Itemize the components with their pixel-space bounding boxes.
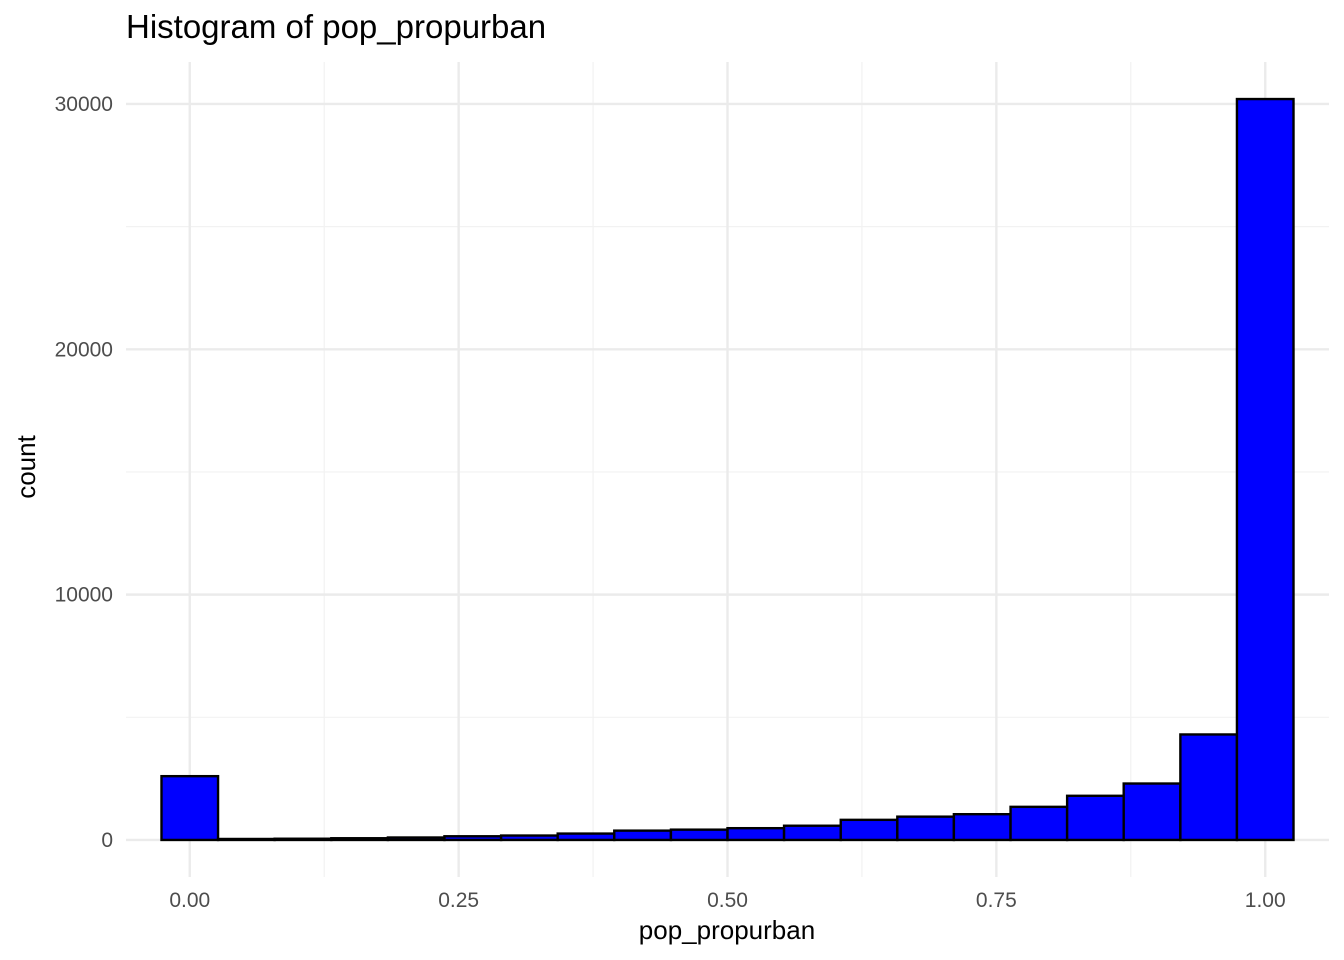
bars-layer — [160, 97, 1295, 842]
x-tick-label: 0.75 — [976, 889, 1017, 912]
histogram-bar-4 — [330, 837, 390, 842]
histogram-bar-11 — [726, 826, 786, 842]
histogram-bar-1 — [160, 774, 220, 842]
x-tick-label: 0.25 — [438, 889, 479, 912]
histogram-bar-8 — [556, 832, 616, 842]
y-axis-title: count — [11, 434, 41, 498]
histogram-bar-10 — [669, 828, 729, 842]
histogram-bar-7 — [499, 834, 559, 842]
histogram-bar-16 — [1009, 805, 1069, 842]
histogram-bar-12 — [782, 824, 842, 842]
histogram-bar-13 — [839, 818, 899, 842]
histogram-bar-15 — [952, 812, 1012, 842]
histogram-bar-14 — [896, 815, 956, 842]
histogram-bar-17 — [1065, 794, 1125, 842]
y-axis-ticks: 0 10000 20000 30000 — [55, 93, 113, 852]
x-axis-ticks: 0.00 0.25 0.50 0.75 1.00 — [169, 889, 1285, 912]
x-axis-title: pop_propurban — [639, 915, 815, 945]
grid-layer — [126, 62, 1329, 877]
y-tick-label: 0 — [101, 829, 113, 852]
x-tick-label: 1.00 — [1245, 889, 1286, 912]
y-tick-label: 20000 — [55, 338, 113, 361]
histogram-bar-6 — [443, 835, 503, 842]
histogram-bar-9 — [613, 829, 673, 842]
y-tick-label: 10000 — [55, 584, 113, 607]
histogram-bar-2 — [216, 837, 276, 842]
histogram-bar-19 — [1179, 733, 1239, 842]
histogram-bar-20 — [1235, 97, 1295, 842]
y-tick-label: 30000 — [55, 93, 113, 116]
histogram-bar-18 — [1122, 782, 1182, 842]
x-tick-label: 0.00 — [169, 889, 210, 912]
chart-title: Histogram of pop_propurban — [126, 8, 546, 45]
x-tick-label: 0.50 — [707, 889, 748, 912]
histogram-bar-3 — [273, 837, 333, 842]
histogram-bar-5 — [386, 836, 446, 842]
